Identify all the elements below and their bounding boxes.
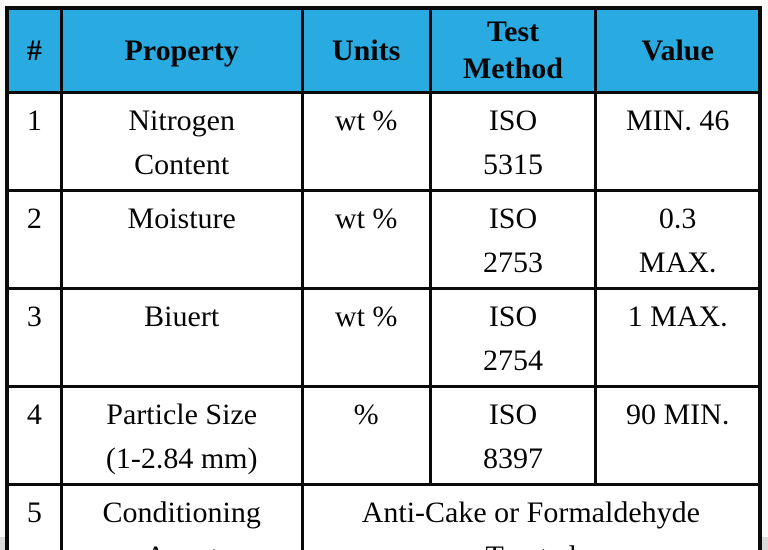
value-cell: MIN. 46 bbox=[594, 90, 762, 192]
merged-value-cell: Anti-Cake or Formaldehyde Treated bbox=[300, 482, 762, 550]
header-cell-units: Units bbox=[300, 6, 432, 94]
header-cell-property: Property bbox=[59, 6, 304, 94]
specification-table: # Property Units Test Method Value 1 Nit… bbox=[5, 6, 762, 550]
row-num-cell: 4 bbox=[5, 384, 63, 486]
table-row: 1 Nitrogen Content wt % ISO 5315 MIN. 46 bbox=[5, 90, 762, 192]
property-cell: Nitrogen Content bbox=[59, 90, 304, 192]
property-cell: Particle Size (1-2.84 mm) bbox=[59, 384, 304, 486]
header-cell-number: # bbox=[5, 6, 63, 94]
table-row: 2 Moisture wt % ISO 2753 0.3 MAX. bbox=[5, 188, 762, 290]
units-cell: wt % bbox=[300, 188, 432, 290]
header-cell-value: Value bbox=[594, 6, 762, 94]
property-cell: Conditioning Agent bbox=[59, 482, 304, 550]
header-cell-test-method: Test Method bbox=[428, 6, 598, 94]
row-num-cell: 2 bbox=[5, 188, 63, 290]
units-cell: % bbox=[300, 384, 432, 486]
value-cell: 90 MIN. bbox=[594, 384, 762, 486]
value-cell: 0.3 MAX. bbox=[594, 188, 762, 290]
test-method-cell: ISO 2753 bbox=[428, 188, 598, 290]
header-row: # Property Units Test Method Value bbox=[5, 6, 762, 94]
row-num-cell: 1 bbox=[5, 90, 63, 192]
table-row: 4 Particle Size (1-2.84 mm) % ISO 8397 9… bbox=[5, 384, 762, 486]
property-cell: Biuert bbox=[59, 286, 304, 388]
test-method-cell: ISO 8397 bbox=[428, 384, 598, 486]
property-cell: Moisture bbox=[59, 188, 304, 290]
row-num-cell: 3 bbox=[5, 286, 63, 388]
value-cell: 1 MAX. bbox=[594, 286, 762, 388]
table-row: 5 Conditioning Agent Anti-Cake or Formal… bbox=[5, 482, 762, 550]
test-method-cell: ISO 5315 bbox=[428, 90, 598, 192]
test-method-cell: ISO 2754 bbox=[428, 286, 598, 388]
table-row: 3 Biuert wt % ISO 2754 1 MAX. bbox=[5, 286, 762, 388]
units-cell: wt % bbox=[300, 90, 432, 192]
units-cell: wt % bbox=[300, 286, 432, 388]
row-num-cell: 5 bbox=[5, 482, 63, 550]
